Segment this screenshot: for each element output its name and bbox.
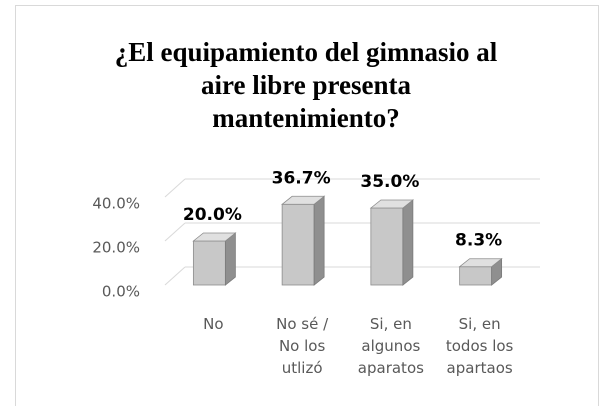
bar-top xyxy=(369,199,415,209)
bar-side xyxy=(224,232,236,286)
data-label: 20.0% xyxy=(183,205,242,225)
chart-frame xyxy=(15,5,599,406)
bar-top xyxy=(192,232,237,242)
y-tick-label: 0.0% xyxy=(102,283,140,301)
bar xyxy=(369,199,415,286)
x-tick-label: Si, en todos los apartaos xyxy=(445,315,514,377)
data-label: 8.3% xyxy=(455,231,502,251)
bar xyxy=(280,195,326,286)
bar-front xyxy=(459,266,493,286)
x-tick-label: No sé / No los utlizó xyxy=(276,315,329,377)
bar-top xyxy=(280,195,326,205)
bar xyxy=(458,257,503,286)
x-tick-label: No xyxy=(203,315,224,333)
bar xyxy=(192,232,237,286)
bar-side xyxy=(402,199,414,286)
data-label: 36.7% xyxy=(272,168,331,188)
y-tick-label: 20.0% xyxy=(92,239,140,257)
grid-line-side xyxy=(164,222,186,242)
bar-front xyxy=(370,207,404,286)
grid-line-side xyxy=(164,178,186,198)
y-tick-label: 40.0% xyxy=(92,195,140,213)
bar-front xyxy=(192,240,226,286)
grid-line-side xyxy=(164,266,186,286)
bar-front xyxy=(281,203,315,286)
chart-title: ¿El equipamiento del gimnasio al aire li… xyxy=(114,37,498,133)
bar-side xyxy=(313,195,325,286)
bar-top xyxy=(458,258,503,268)
x-tick-label: Si, en algunos aparatos xyxy=(357,315,424,377)
data-label: 35.0% xyxy=(360,172,419,192)
